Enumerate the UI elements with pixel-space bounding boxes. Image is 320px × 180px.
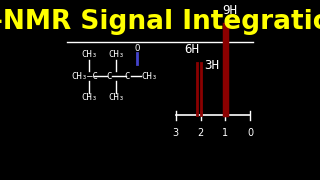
Text: CH₃: CH₃: [81, 93, 98, 102]
Text: CH₃–C: CH₃–C: [71, 72, 98, 81]
Text: C: C: [125, 72, 130, 81]
Text: 1: 1: [222, 128, 228, 138]
Text: CH₃: CH₃: [141, 72, 157, 81]
Text: 3: 3: [173, 128, 179, 138]
Text: 9H: 9H: [222, 4, 237, 17]
Text: CH₃: CH₃: [108, 93, 124, 102]
Text: H-NMR Signal Integration: H-NMR Signal Integration: [0, 9, 320, 35]
Text: O: O: [134, 44, 140, 53]
Text: 3H: 3H: [204, 59, 219, 72]
Text: CH₃: CH₃: [81, 50, 98, 59]
Text: CH₃: CH₃: [108, 50, 124, 59]
Text: 0: 0: [247, 128, 253, 138]
Text: C: C: [106, 72, 112, 81]
Text: 2: 2: [197, 128, 204, 138]
Text: 6H: 6H: [184, 43, 199, 56]
